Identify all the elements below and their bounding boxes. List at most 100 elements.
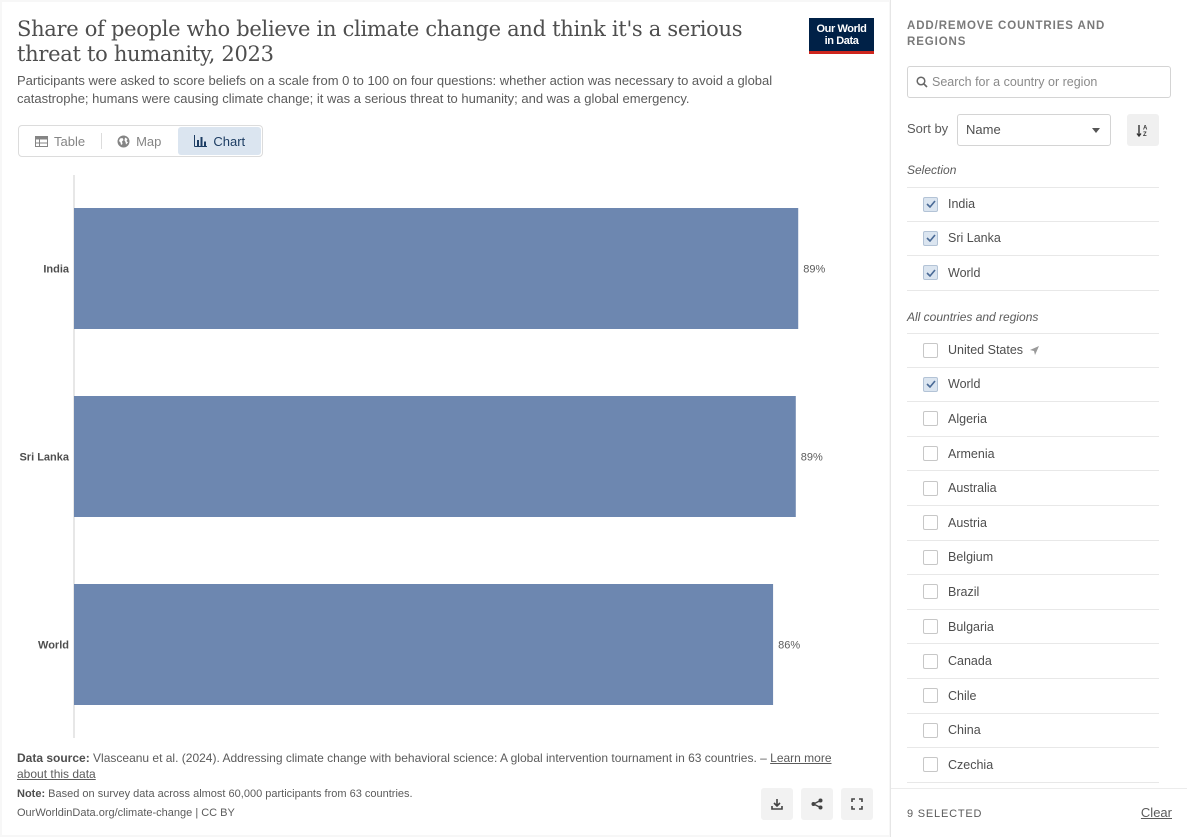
sort-value: Name xyxy=(966,122,1001,137)
learn-more-link[interactable]: Learn more about this data xyxy=(17,751,832,781)
country-row[interactable]: Bulgaria xyxy=(907,610,1159,645)
country-row[interactable]: Armenia xyxy=(907,437,1159,472)
source-label: Data source: xyxy=(17,751,90,765)
check-icon xyxy=(925,200,936,209)
note: Note: Based on survey data across almost… xyxy=(17,788,413,800)
credit-line[interactable]: OurWorldinData.org/climate-change | CC B… xyxy=(17,807,235,819)
checkbox[interactable] xyxy=(923,757,938,773)
country-row[interactable]: Czechia xyxy=(907,748,1159,783)
country-label: World xyxy=(948,377,981,392)
value-label: 86% xyxy=(778,640,800,652)
chart-title: Share of people who believe in climate c… xyxy=(17,17,743,66)
selection-label: Sri Lanka xyxy=(948,231,1001,246)
country-row[interactable]: Canada xyxy=(907,644,1159,679)
country-label: Czechia xyxy=(948,757,994,772)
search-box[interactable] xyxy=(907,66,1171,98)
globe-icon xyxy=(117,135,130,147)
category-label: World xyxy=(38,640,69,652)
country-row[interactable]: Algeria xyxy=(907,402,1159,437)
download-button[interactable] xyxy=(761,788,793,820)
search-input[interactable] xyxy=(932,67,1164,97)
note-text: Based on survey data across almost 60,00… xyxy=(48,788,413,800)
svg-text:Z: Z xyxy=(1143,132,1147,137)
check-icon xyxy=(925,380,936,389)
share-icon xyxy=(811,798,823,810)
country-row[interactable]: World xyxy=(907,368,1159,403)
country-label: Australia xyxy=(948,481,997,496)
checkbox-checked[interactable] xyxy=(923,230,938,246)
selection-row[interactable]: India xyxy=(907,187,1159,222)
fullscreen-icon xyxy=(851,798,863,810)
selection-label: World xyxy=(948,265,981,280)
country-label: Austria xyxy=(948,515,987,530)
country-label: Canada xyxy=(948,654,992,669)
country-row[interactable]: Brazil xyxy=(907,575,1159,610)
checkbox[interactable] xyxy=(923,480,938,496)
checkbox[interactable] xyxy=(923,584,938,600)
share-button[interactable] xyxy=(801,788,833,820)
selection-row[interactable]: World xyxy=(907,256,1159,291)
country-label: United States xyxy=(948,343,1024,358)
checkbox[interactable] xyxy=(923,549,938,565)
sort-alpha-icon: AZ xyxy=(1136,124,1148,137)
bar-india[interactable] xyxy=(74,208,799,329)
country-label: Bulgaria xyxy=(948,619,994,634)
country-row[interactable]: Austria xyxy=(907,506,1159,541)
country-label: Brazil xyxy=(948,584,980,599)
all-countries-list: United States World Algeria Armenia Australi… xyxy=(907,333,1159,783)
tab-chart-label: Chart xyxy=(213,133,246,149)
country-row[interactable]: Australia xyxy=(907,471,1159,506)
tab-table[interactable]: Table xyxy=(19,126,101,156)
country-label: Chile xyxy=(948,688,977,703)
checkbox[interactable] xyxy=(923,446,938,462)
country-row[interactable]: Chile xyxy=(907,679,1159,714)
checkbox[interactable] xyxy=(923,722,938,738)
checkbox-checked[interactable] xyxy=(923,376,938,392)
chart-icon xyxy=(194,135,208,147)
tab-map-label: Map xyxy=(136,133,162,149)
svg-text:A: A xyxy=(1143,125,1148,131)
fullscreen-button[interactable] xyxy=(841,788,873,820)
owid-logo[interactable]: Our World in Data xyxy=(809,18,874,54)
download-icon xyxy=(771,799,783,810)
checkbox-checked[interactable] xyxy=(923,265,938,281)
data-source: Data source: Vlasceanu et al. (2024). Ad… xyxy=(17,750,857,782)
country-row[interactable]: Belgium xyxy=(907,541,1159,576)
checkbox[interactable] xyxy=(923,619,938,635)
country-row[interactable]: United States xyxy=(907,333,1159,368)
chart-panel: Share of people who believe in climate c… xyxy=(2,2,889,835)
checkbox[interactable] xyxy=(923,653,938,669)
all-countries-heading: All countries and regions xyxy=(907,310,1039,324)
country-label: Algeria xyxy=(948,411,987,426)
tab-map[interactable]: Map xyxy=(101,126,177,156)
bar-world[interactable] xyxy=(74,584,774,705)
selection-label: India xyxy=(948,197,976,212)
checkbox[interactable] xyxy=(923,515,938,531)
country-label: Belgium xyxy=(948,550,994,565)
check-icon xyxy=(925,269,936,277)
sort-select[interactable]: Name xyxy=(957,114,1111,146)
tab-table-label: Table xyxy=(54,133,86,149)
chart-subtitle: Participants were asked to score beliefs… xyxy=(17,73,773,106)
check-icon xyxy=(925,234,936,243)
category-label: Sri Lanka xyxy=(19,452,69,464)
tab-chart[interactable]: Chart xyxy=(178,127,262,155)
clear-button[interactable]: Clear xyxy=(1140,805,1172,820)
value-label: 89% xyxy=(803,264,825,276)
country-label: Armenia xyxy=(948,446,995,461)
selection-heading: Selection xyxy=(907,163,957,177)
country-row[interactable]: China xyxy=(907,714,1159,749)
selection-list: India Sri Lanka World xyxy=(907,187,1159,291)
note-label: Note: xyxy=(17,788,46,800)
selection-row[interactable]: Sri Lanka xyxy=(907,222,1159,257)
bar-sri-lanka[interactable] xyxy=(74,396,796,517)
checkbox-checked[interactable] xyxy=(923,196,938,212)
logo-line-1: Our World xyxy=(816,23,867,35)
checkbox[interactable] xyxy=(923,411,938,427)
logo-line-2: in Data xyxy=(824,35,859,47)
checkbox[interactable] xyxy=(923,688,938,704)
checkbox[interactable] xyxy=(923,342,938,358)
selector-footer: 9 SELECTED Clear xyxy=(891,788,1187,837)
location-arrow-icon xyxy=(1029,345,1040,356)
